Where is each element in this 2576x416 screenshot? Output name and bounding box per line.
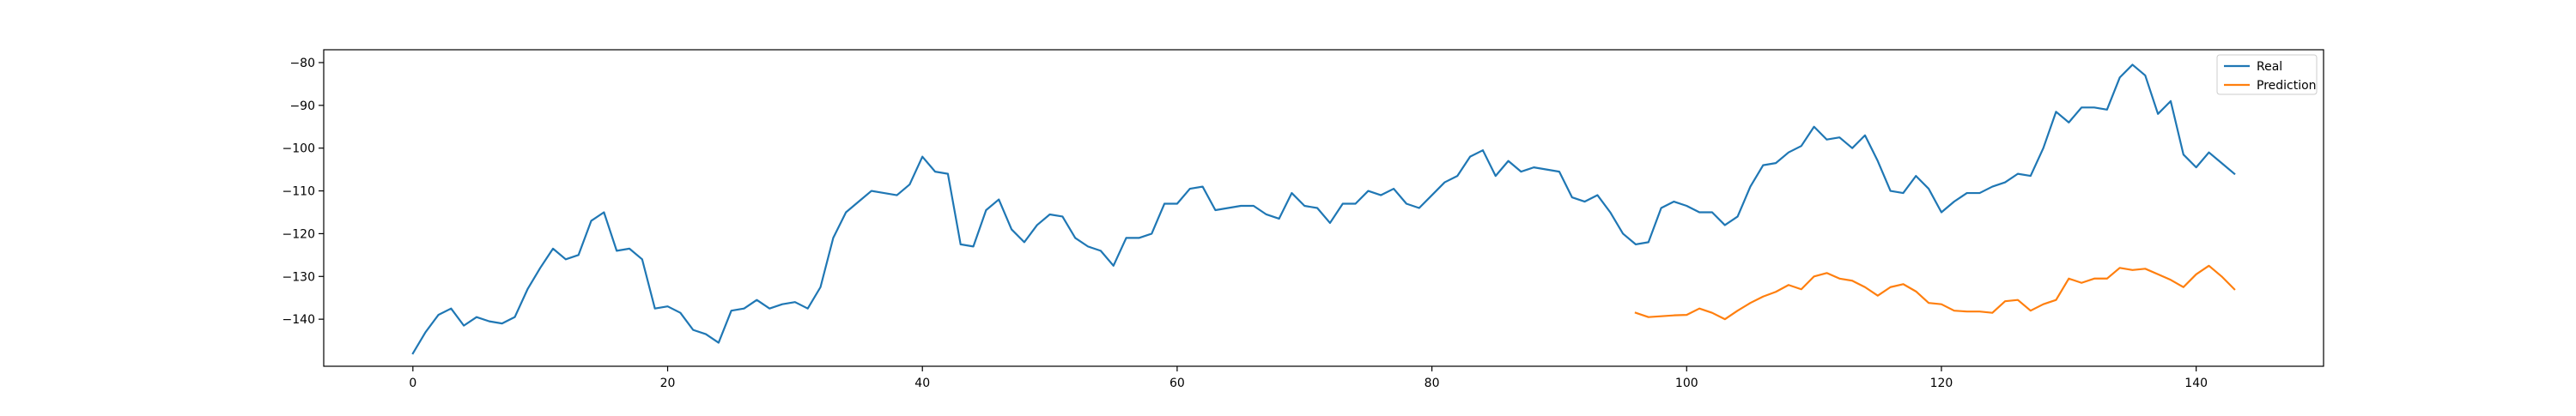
x-tick-label: 120 bbox=[1930, 377, 1953, 390]
y-tick-label: −110 bbox=[283, 185, 315, 199]
x-tick-label: 80 bbox=[1425, 377, 1440, 390]
x-tick-label: 140 bbox=[2184, 377, 2208, 390]
y-tick-label: −80 bbox=[289, 57, 315, 70]
x-tick-label: 60 bbox=[1170, 377, 1185, 390]
x-tick-label: 100 bbox=[1675, 377, 1698, 390]
axes: 0 20 40 60 80 100 120 140 −140 −130 −120 −110 −100 −9… bbox=[283, 49, 2324, 390]
y-tick-label: −90 bbox=[289, 99, 315, 113]
x-tick-label: 0 bbox=[409, 377, 416, 390]
y-tick-label: −100 bbox=[283, 142, 315, 156]
legend-label-real: Real bbox=[2257, 60, 2282, 74]
series-line-prediction bbox=[1634, 264, 2236, 321]
axes-frame bbox=[323, 49, 2324, 367]
plot-area bbox=[324, 50, 2324, 366]
y-tick-label: −120 bbox=[283, 227, 315, 241]
series-lines bbox=[411, 63, 2236, 355]
x-tick-label: 20 bbox=[660, 377, 676, 390]
y-tick-label: −130 bbox=[283, 270, 315, 284]
legend-label-prediction: Prediction bbox=[2257, 79, 2317, 93]
series-line-real bbox=[411, 63, 2236, 355]
plot-background bbox=[324, 50, 2324, 366]
x-tick-label: 40 bbox=[914, 377, 930, 390]
legend: Real Prediction bbox=[2216, 54, 2318, 95]
y-tick-label: −140 bbox=[283, 313, 315, 327]
